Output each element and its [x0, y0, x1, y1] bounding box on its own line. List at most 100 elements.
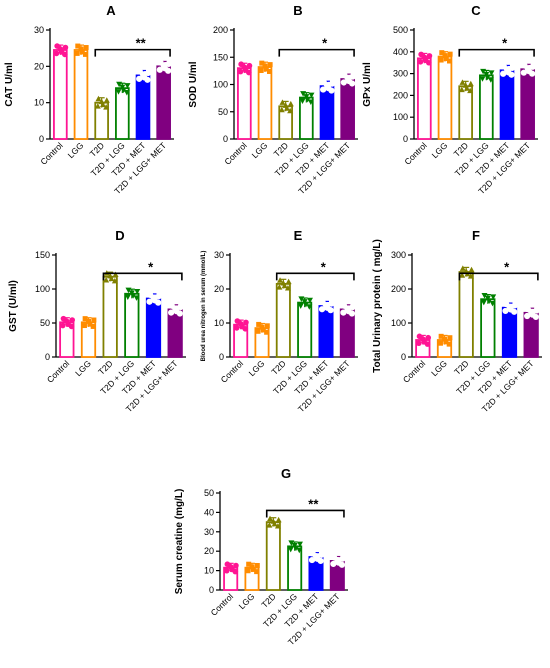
y-tick-label-b: 100: [213, 80, 228, 90]
y-tick-label-c: 400: [393, 47, 408, 57]
data-point-d-5: [150, 294, 157, 301]
data-point-b-4: [303, 94, 310, 100]
data-point-e-6: [349, 304, 356, 311]
y-tick-label-e: 10: [214, 318, 224, 328]
data-point-f-2: [438, 333, 444, 339]
bar-c-3: [458, 85, 473, 140]
data-point-a-2: [79, 49, 85, 55]
data-point-d-6: [168, 309, 175, 316]
data-point-g-4: [288, 540, 295, 546]
data-point-e-4: [301, 299, 308, 305]
data-point-g-1: [227, 564, 234, 570]
data-point-c-4: [488, 70, 495, 76]
data-point-c-4: [483, 71, 490, 78]
data-point-c-1: [417, 58, 424, 65]
bar-b-2: [257, 66, 273, 140]
data-point-d-2: [90, 323, 96, 329]
data-point-b-3: [279, 99, 286, 105]
data-point-a-2: [78, 46, 84, 52]
data-point-e-5: [328, 300, 335, 307]
data-point-f-2: [437, 340, 443, 346]
bar-a-6: [156, 65, 171, 140]
data-point-c-2: [442, 53, 448, 59]
data-point-g-3: [267, 515, 274, 522]
data-point-a-4: [115, 89, 122, 95]
data-point-a-3: [103, 104, 110, 110]
data-point-g-4: [291, 542, 298, 549]
data-point-a-3: [95, 95, 102, 102]
data-point-a-4: [116, 81, 123, 88]
data-point-a-4: [123, 90, 130, 96]
y-tick-label-d: 150: [35, 250, 50, 260]
data-point-d-4: [124, 294, 131, 300]
data-point-c-3: [459, 79, 466, 85]
data-point-d-1: [60, 322, 66, 329]
y-axis-label-e: Blood urea nitrogen in serum (mmol/L): [201, 251, 207, 362]
data-point-g-2: [246, 561, 252, 567]
y-tick-label-g: 0: [209, 585, 214, 595]
bar-c-2: [437, 55, 453, 140]
bar-f-5: [501, 306, 518, 358]
significance-label-a: **: [136, 36, 147, 51]
category-label-d-1: Control: [45, 358, 72, 385]
data-point-f-3: [467, 273, 474, 279]
data-point-a-2: [74, 50, 80, 56]
category-label-c-2: LGG: [430, 140, 450, 160]
significance-label-f: *: [504, 259, 510, 274]
data-point-c-4: [487, 77, 494, 83]
bar-f-3: [458, 271, 474, 358]
y-tick-label-c: 0: [403, 134, 408, 144]
bar-c-6: [520, 68, 535, 140]
data-point-d-3: [112, 271, 119, 277]
panel-letter-a: A: [106, 3, 116, 18]
data-point-a-1: [57, 46, 64, 52]
data-point-c-3: [462, 82, 469, 88]
data-point-d-2: [87, 321, 93, 327]
panel-letter-f: F: [472, 228, 480, 243]
data-point-a-1: [62, 44, 69, 51]
data-point-e-3: [281, 282, 288, 289]
category-label-b-2: LGG: [250, 140, 270, 160]
data-point-g-1: [233, 562, 239, 569]
significance-bracket-f: [458, 272, 539, 281]
data-point-b-3: [287, 107, 294, 114]
data-point-g-1: [223, 567, 230, 574]
data-point-f-6: [524, 312, 531, 320]
y-tick-label-b: 150: [213, 52, 228, 62]
y-tick-label-b: 0: [223, 134, 228, 144]
data-point-c-2: [438, 57, 444, 63]
data-point-d-4: [134, 288, 141, 295]
data-point-f-4: [484, 295, 491, 302]
data-point-b-2: [267, 62, 273, 68]
data-point-d-6: [177, 304, 184, 311]
data-point-b-3: [283, 105, 290, 111]
data-point-b-5: [323, 82, 331, 89]
data-point-g-6: [339, 555, 346, 562]
data-point-a-1: [53, 50, 60, 57]
data-point-b-4: [299, 98, 306, 105]
data-point-e-6: [344, 305, 351, 312]
data-point-e-2: [255, 328, 261, 334]
data-point-f-1: [425, 334, 432, 341]
data-point-a-3: [103, 97, 110, 103]
data-point-c-2: [447, 51, 453, 57]
data-point-f-3: [459, 272, 466, 278]
data-point-b-3: [278, 106, 285, 113]
category-label-f-1: Control: [401, 358, 428, 385]
data-point-a-2: [75, 43, 81, 49]
data-point-e-2: [259, 324, 265, 330]
data-point-d-2: [81, 323, 87, 329]
data-point-f-4: [480, 299, 487, 306]
data-point-a-3: [94, 103, 101, 109]
data-point-g-5: [308, 556, 316, 564]
data-point-a-2: [82, 51, 88, 57]
data-point-b-6: [344, 74, 351, 82]
data-point-e-4: [306, 304, 313, 310]
data-point-f-1: [416, 340, 422, 347]
bar-c-1: [417, 57, 432, 140]
bar-f-4: [480, 298, 496, 358]
data-point-a-6: [156, 66, 163, 73]
